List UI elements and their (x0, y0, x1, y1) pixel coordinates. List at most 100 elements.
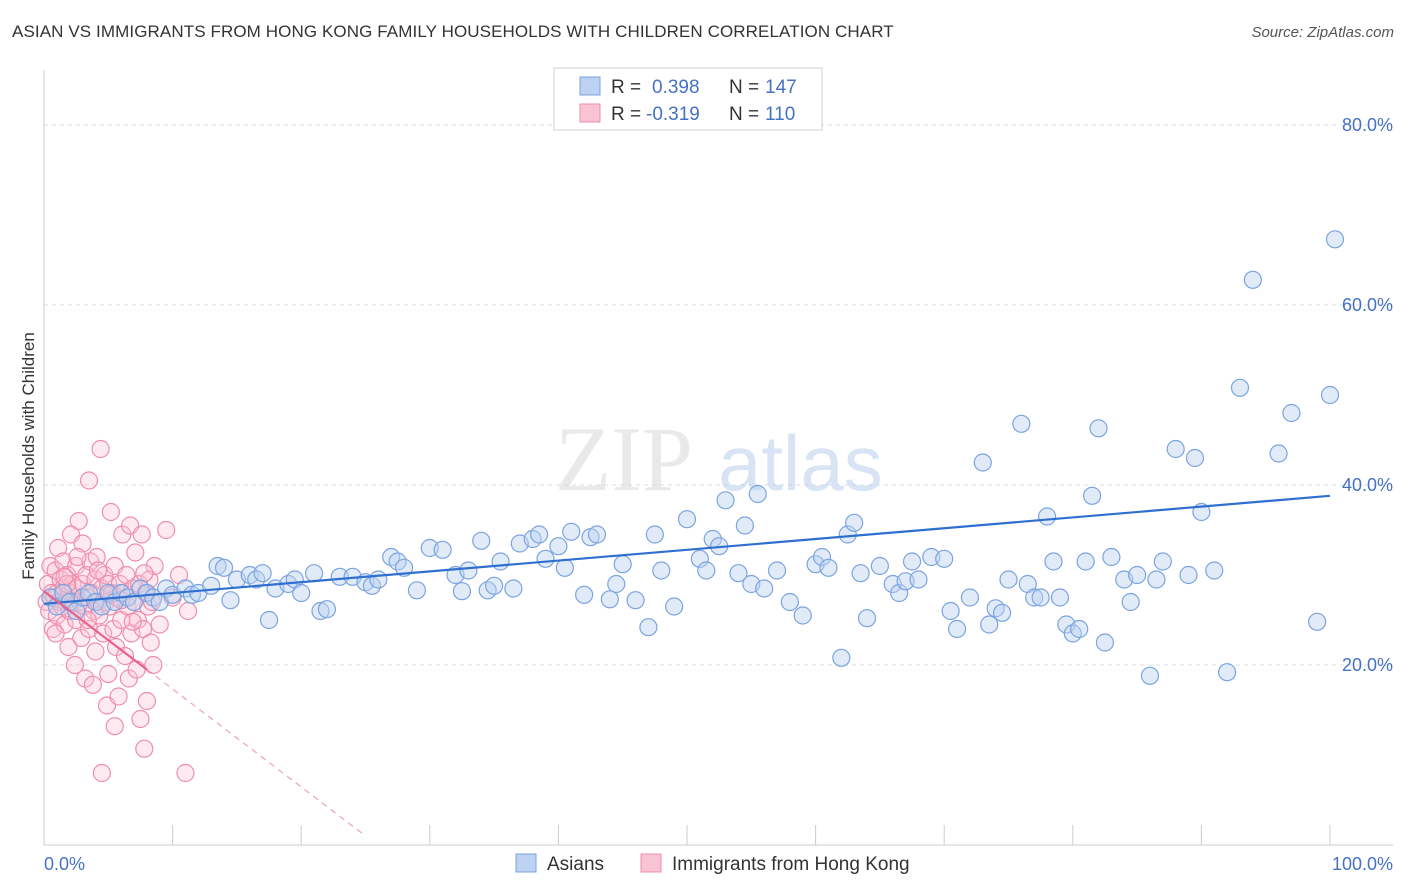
bottom-legend-swatch-hong-kong (640, 853, 662, 873)
point-asians-132 (1140, 666, 1160, 685)
bottom-legend-label-asians: Asians (547, 854, 604, 875)
point-hong-kong-109 (46, 624, 65, 643)
point-asians-146 (1320, 385, 1340, 405)
point-asians-134 (1153, 552, 1172, 571)
point-asians-137 (1185, 448, 1205, 468)
point-asians-123 (1070, 619, 1089, 639)
point-asians-139 (1205, 561, 1224, 580)
point-asians-108 (960, 588, 980, 607)
point-asians-82 (729, 564, 748, 583)
point-hong-kong-108 (135, 564, 154, 583)
point-asians-57 (504, 579, 523, 598)
point-asians-136 (1179, 565, 1198, 585)
point-hong-kong-10 (49, 538, 68, 558)
point-asians-36 (304, 564, 324, 583)
trend-lines (43, 494, 1331, 837)
legend-r-value-hong-kong: -0.319 (646, 104, 700, 125)
point-asians-81 (716, 491, 735, 510)
point-hong-kong-79 (126, 543, 145, 562)
watermark-atlas: atlas (718, 419, 883, 507)
point-hong-kong-71 (115, 646, 135, 666)
point-hong-kong-62 (105, 717, 124, 736)
point-hong-kong-86 (135, 739, 154, 758)
point-asians-77 (690, 549, 709, 568)
point-asians-64 (562, 522, 581, 541)
legend-r-label-asians: R = (611, 77, 641, 98)
point-hong-kong-46 (87, 547, 106, 567)
point-hong-kong-110 (55, 567, 74, 586)
point-hong-kong-101 (58, 574, 77, 594)
point-asians-130 (1121, 592, 1140, 612)
point-asians-118 (1037, 507, 1057, 526)
point-asians-93 (832, 648, 851, 667)
point-asians-76 (677, 510, 697, 529)
y-axis-label: Family Households with Children (19, 332, 38, 580)
point-asians-119 (1044, 552, 1063, 571)
point-hong-kong-85 (133, 619, 153, 639)
point-asians-39 (330, 567, 349, 586)
point-asians-135 (1166, 439, 1185, 459)
point-asians-67 (587, 525, 607, 544)
point-asians-62 (549, 537, 568, 556)
trend-line-asians (43, 494, 1331, 605)
point-hong-kong-93 (144, 655, 163, 675)
y-tick-label-3: 80.0% (1342, 115, 1393, 135)
point-asians-96 (851, 564, 870, 583)
legend-n-value-hong-kong: 110 (765, 104, 795, 125)
y-tick-label-2: 60.0% (1342, 295, 1393, 315)
x-tick-label-left: 0.0% (44, 854, 85, 874)
point-hong-kong-33 (73, 534, 92, 553)
point-hong-kong-84 (132, 525, 151, 544)
point-hong-kong-25 (65, 655, 84, 675)
point-hong-kong-99 (176, 763, 195, 783)
point-hong-kong-19 (59, 637, 78, 657)
point-hong-kong-100 (178, 601, 198, 621)
point-asians-110 (980, 615, 999, 634)
point-asians-63 (555, 558, 574, 577)
point-asians-106 (941, 601, 960, 621)
point-asians-70 (613, 555, 632, 574)
point-asians-69 (607, 574, 626, 594)
point-asians-56 (491, 552, 510, 571)
legend-n-label-hong-kong: N = (729, 104, 759, 125)
point-asians-114 (1012, 414, 1031, 433)
trend-line-hong-kong (43, 590, 148, 671)
point-hong-kong-57 (99, 664, 118, 684)
point-asians-89 (793, 606, 812, 625)
point-asians-73 (645, 525, 664, 544)
point-asians-112 (992, 603, 1012, 622)
point-asians-43 (369, 570, 388, 589)
source-credit: Source: ZipAtlas.com (1251, 24, 1394, 41)
point-asians-128 (1102, 547, 1121, 567)
trend-line-hong-kong-extension (146, 669, 366, 837)
point-asians-97 (857, 609, 877, 628)
point-asians-92 (819, 558, 838, 577)
point-asians-131 (1127, 565, 1147, 585)
point-asians-88 (780, 592, 799, 612)
point-asians-141 (1230, 378, 1250, 397)
point-asians-53 (472, 531, 491, 550)
point-hong-kong-42 (83, 675, 102, 694)
point-asians-68 (600, 590, 619, 609)
point-asians-91 (812, 547, 832, 567)
watermark: ZIP atlas (555, 408, 883, 510)
point-asians-85 (748, 484, 767, 504)
point-asians-74 (652, 561, 671, 580)
point-asians-98 (870, 556, 890, 576)
point-asians-47 (407, 581, 427, 600)
point-asians-125 (1082, 486, 1102, 505)
point-hong-kong-66 (109, 687, 128, 706)
point-asians-120 (1050, 588, 1070, 607)
point-asians-102 (902, 552, 922, 571)
chart-title: ASIAN VS IMMIGRANTS FROM HONG KONG FAMIL… (12, 22, 894, 41)
point-asians-107 (947, 619, 967, 639)
point-asians-49 (433, 540, 452, 559)
point-asians-144 (1282, 403, 1301, 423)
point-asians-103 (909, 570, 928, 589)
point-asians-105 (935, 549, 954, 568)
point-asians-145 (1308, 612, 1327, 631)
point-asians-46 (394, 558, 414, 577)
point-hong-kong-88 (137, 691, 156, 711)
point-hong-kong-29 (69, 511, 88, 531)
